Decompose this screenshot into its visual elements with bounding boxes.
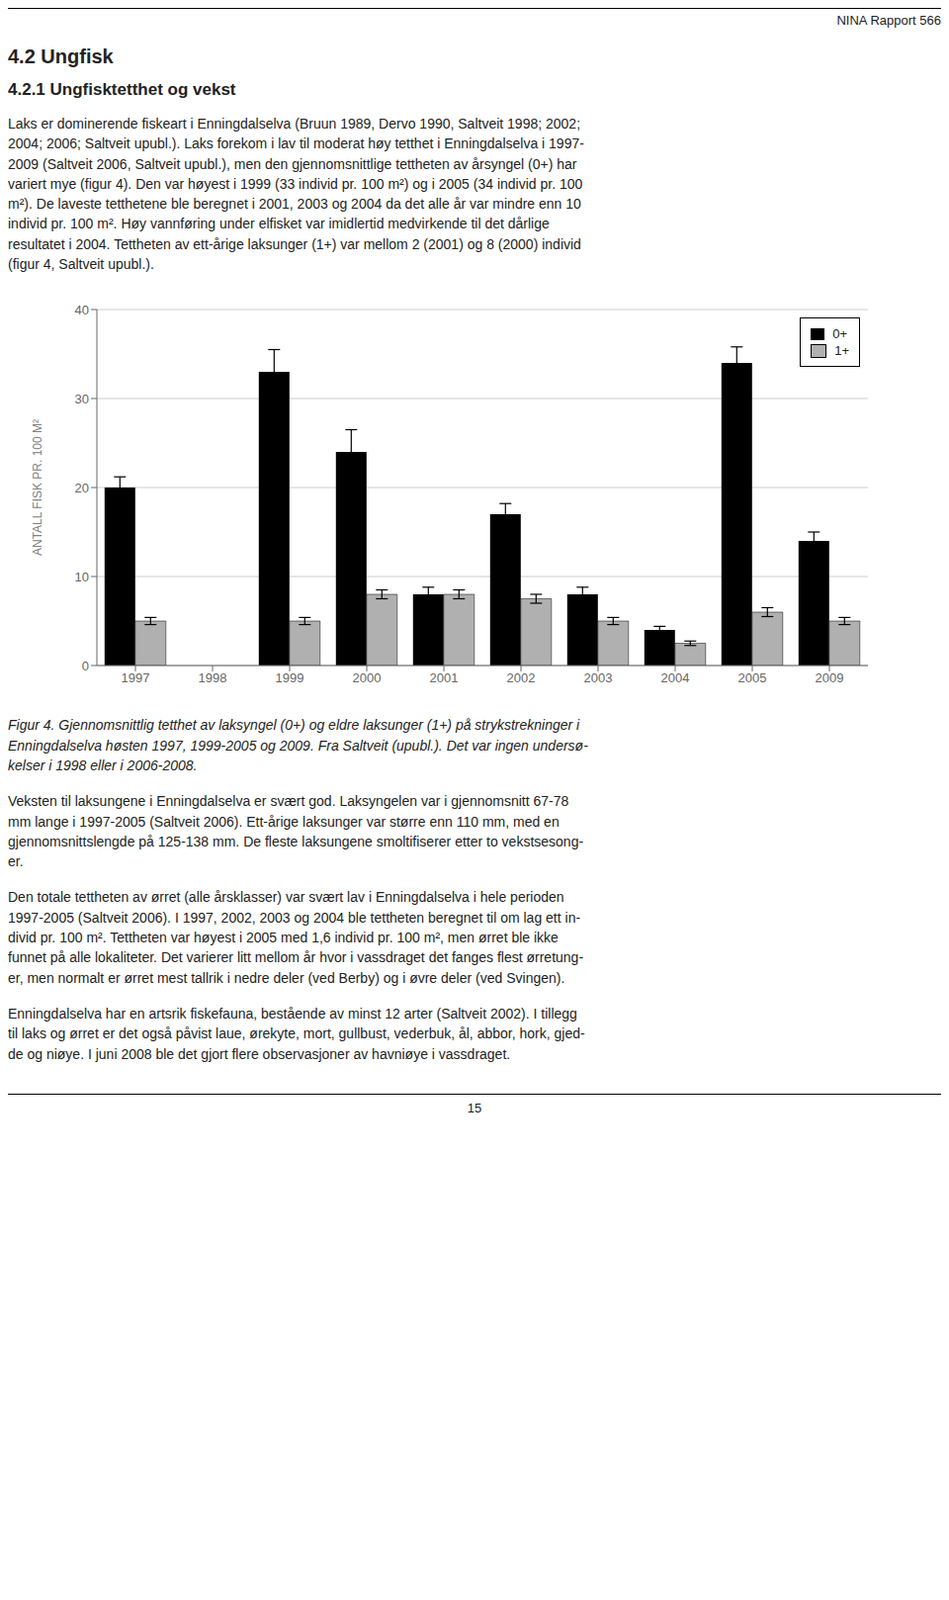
svg-text:30: 30 — [75, 391, 89, 407]
svg-text:2000: 2000 — [352, 671, 382, 687]
html-text:Den totale tettheten av ørret: Den totale tettheten av ørret (alle årsk… — [7, 889, 584, 986]
html-text:Figur 4. Gjennomsnittlig tetth: Figur 4. Gjennomsnittlig tetthet av laks… — [7, 717, 588, 774]
svg-text:2004: 2004 — [661, 671, 691, 687]
html-text:0+: 0+ — [832, 326, 848, 342]
svg-text:2003: 2003 — [584, 671, 613, 687]
svg-text:1997: 1997 — [121, 671, 151, 687]
svg-text:2005: 2005 — [738, 671, 768, 687]
html-text:1+: 1+ — [834, 343, 850, 359]
html-text:NINA Rapport 566: NINA Rapport 566 — [836, 12, 942, 28]
html-text:Veksten til laksungene i Ennin: Veksten til laksungene i Enningdalselva … — [7, 793, 584, 870]
html-text:Laks er dominerende fiskeart i: Laks er dominerende fiskeart i Enningdal… — [7, 115, 585, 272]
svg-text:2009: 2009 — [815, 671, 845, 687]
html-text:Enningdalselva har en artsrik: Enningdalselva har en artsrik fiskefauna… — [7, 1005, 585, 1062]
svg-text:1999: 1999 — [275, 671, 305, 687]
svg-text:ANTALL FISK PR. 100 M²: ANTALL FISK PR. 100 M² — [30, 419, 45, 556]
svg-text:20: 20 — [75, 480, 89, 496]
svg-text:2002: 2002 — [507, 671, 536, 687]
svg-text:40: 40 — [75, 302, 89, 318]
svg-text:0: 0 — [82, 658, 89, 674]
svg-text:1998: 1998 — [198, 671, 228, 687]
svg-text:10: 10 — [75, 569, 89, 585]
svg-text:2001: 2001 — [430, 671, 459, 687]
html-text:15: 15 — [467, 1100, 482, 1115]
html-text:4.2 Ungfisk: 4.2 Ungfisk — [7, 45, 114, 68]
html-text:4.2.1 Ungfisktetthet og vekst: 4.2.1 Ungfisktetthet og vekst — [7, 80, 236, 99]
